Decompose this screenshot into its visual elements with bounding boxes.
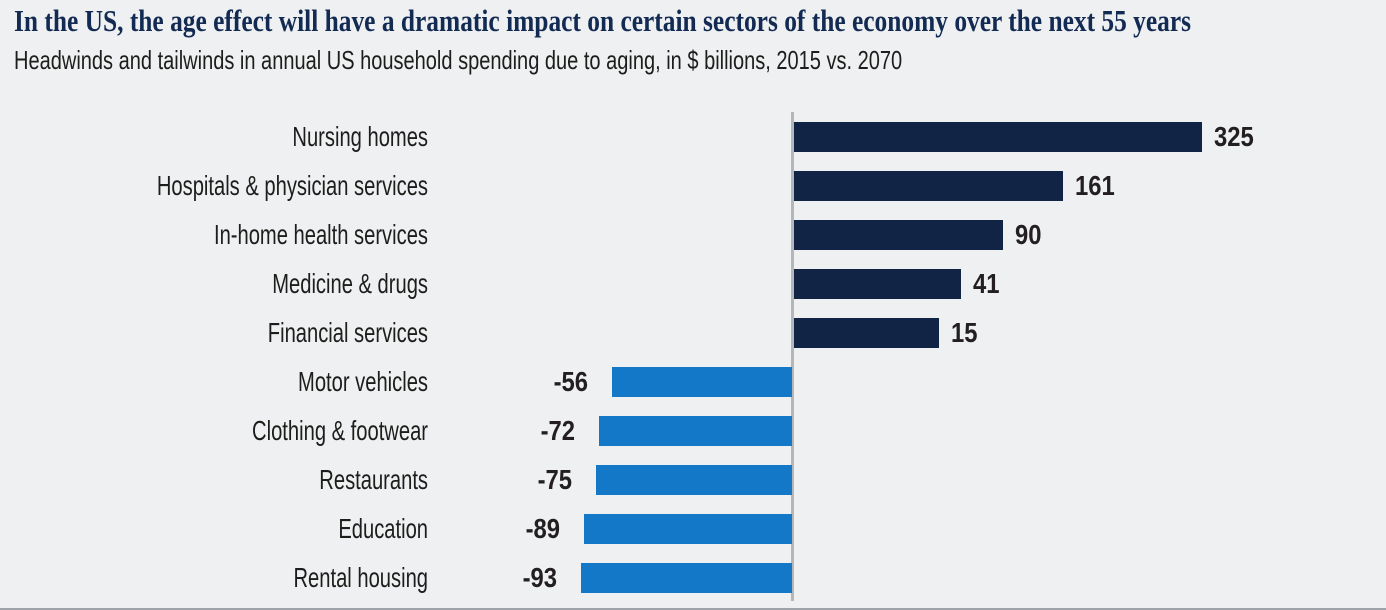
value-label: 41 [973,268,1000,299]
category-label: Financial services [267,317,428,348]
bottom-crop-edge [0,608,1386,610]
category-label: Rental housing [293,562,428,593]
tailwind-bar [794,122,1202,152]
value-label: -93 [522,562,557,593]
chart-subtitle: Headwinds and tailwinds in annual US hou… [14,45,903,75]
value-label: -89 [525,513,560,544]
value-label: -72 [540,415,575,446]
value-label: -75 [537,464,572,495]
headwind-bar [596,465,792,495]
tailwind-bar [794,220,1003,250]
category-label: Clothing & footwear [252,415,428,446]
value-label: -56 [553,366,588,397]
zero-baseline-axis [791,112,794,601]
headwind-bar [584,514,792,544]
category-label: Medicine & drugs [272,268,428,299]
category-label: In-home health services [213,219,428,250]
category-label: Restaurants [319,464,428,495]
value-label: 325 [1214,121,1254,152]
headwind-bar [599,416,792,446]
chart-title: In the US, the age effect will have a dr… [14,3,1192,38]
tailwind-bar [794,269,961,299]
value-label: 161 [1075,170,1115,201]
category-label: Education [338,513,428,544]
tailwind-bar [794,318,939,348]
category-label: Nursing homes [292,121,428,152]
value-label: 90 [1015,219,1042,250]
value-label: 15 [951,317,978,348]
headwind-bar [612,367,792,397]
category-label: Hospitals & physician services [156,170,428,201]
category-label: Motor vehicles [298,366,428,397]
tailwind-bar [794,171,1063,201]
headwind-bar [581,563,792,593]
